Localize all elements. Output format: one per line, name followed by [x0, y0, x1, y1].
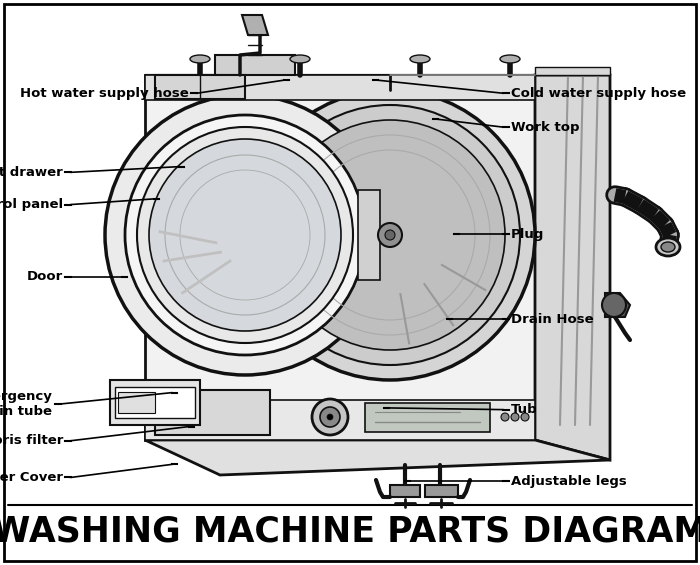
Polygon shape [145, 75, 535, 440]
Circle shape [378, 223, 402, 247]
Polygon shape [145, 440, 610, 475]
Circle shape [125, 115, 365, 355]
Text: Cold water supply hose: Cold water supply hose [511, 86, 686, 100]
Circle shape [149, 139, 341, 331]
Circle shape [511, 413, 519, 421]
Circle shape [260, 105, 520, 365]
Text: Hot water supply hose: Hot water supply hose [20, 86, 189, 100]
Polygon shape [155, 390, 270, 435]
Ellipse shape [656, 238, 680, 256]
Circle shape [105, 95, 385, 375]
Polygon shape [215, 55, 295, 75]
Circle shape [245, 90, 535, 380]
Circle shape [312, 399, 348, 435]
Ellipse shape [500, 55, 520, 63]
Text: Detergent drawer: Detergent drawer [0, 166, 63, 179]
Circle shape [327, 414, 333, 420]
Ellipse shape [410, 55, 430, 63]
Text: Emergency
drain tube: Emergency drain tube [0, 390, 52, 418]
Polygon shape [115, 387, 195, 418]
Ellipse shape [290, 55, 310, 63]
Polygon shape [155, 75, 245, 99]
Ellipse shape [661, 242, 675, 252]
Ellipse shape [190, 55, 210, 63]
Text: Adjustable legs: Adjustable legs [511, 475, 626, 488]
Polygon shape [605, 293, 630, 317]
Text: Debris filter: Debris filter [0, 434, 63, 447]
Circle shape [501, 413, 509, 421]
Circle shape [320, 407, 340, 427]
Polygon shape [358, 190, 380, 280]
Circle shape [385, 230, 395, 240]
Circle shape [521, 413, 529, 421]
Polygon shape [365, 403, 490, 432]
Text: Filter Cover: Filter Cover [0, 471, 63, 484]
Polygon shape [242, 15, 268, 35]
Polygon shape [535, 75, 610, 460]
Text: Work top: Work top [511, 120, 580, 134]
Text: Plug: Plug [511, 228, 545, 241]
Polygon shape [535, 67, 610, 75]
Polygon shape [145, 75, 535, 100]
Polygon shape [110, 380, 200, 425]
Text: WASHING MACHINE PARTS DIAGRAM: WASHING MACHINE PARTS DIAGRAM [0, 515, 700, 549]
Circle shape [602, 293, 626, 317]
Circle shape [137, 127, 353, 343]
Circle shape [275, 120, 505, 350]
Polygon shape [390, 485, 420, 497]
Text: Door: Door [27, 270, 63, 284]
Polygon shape [425, 485, 458, 497]
Text: Tub: Tub [511, 403, 538, 416]
Polygon shape [118, 392, 155, 413]
Text: Control panel: Control panel [0, 198, 63, 211]
Text: Drain Hose: Drain Hose [511, 312, 594, 326]
Polygon shape [145, 400, 535, 440]
